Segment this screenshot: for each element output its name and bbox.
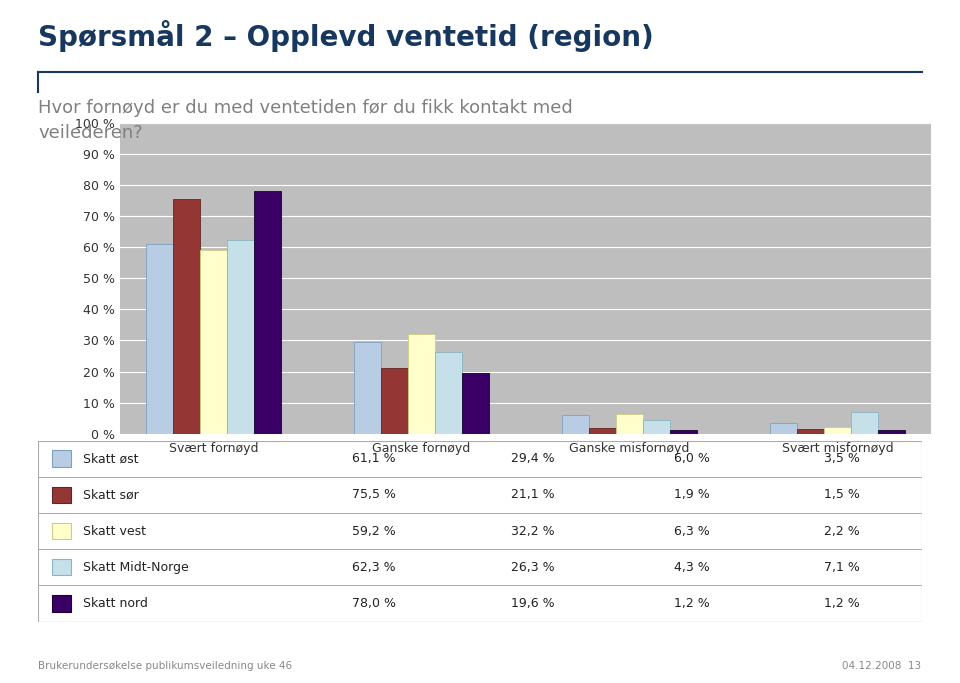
Text: Spørsmål 2 – Opplevd ventetid (region): Spørsmål 2 – Opplevd ventetid (region) xyxy=(38,20,654,53)
Text: 04.12.2008  13: 04.12.2008 13 xyxy=(843,660,922,671)
Text: Skatt sør: Skatt sør xyxy=(83,488,138,501)
Bar xyxy=(381,368,408,434)
Bar xyxy=(878,430,905,434)
Text: 1,2 %: 1,2 % xyxy=(674,597,709,610)
Bar xyxy=(824,427,852,434)
Text: 62,3 %: 62,3 % xyxy=(352,561,396,574)
Text: 1,5 %: 1,5 % xyxy=(825,488,860,501)
Text: 75,5 %: 75,5 % xyxy=(352,488,396,501)
Bar xyxy=(670,430,697,434)
Bar xyxy=(435,352,462,434)
Bar xyxy=(52,487,71,503)
Text: 59,2 %: 59,2 % xyxy=(352,525,396,538)
Text: Skatt Midt-Norge: Skatt Midt-Norge xyxy=(83,561,188,574)
Bar xyxy=(589,428,616,434)
Bar xyxy=(52,559,71,575)
Bar xyxy=(52,596,71,611)
Text: 19,6 %: 19,6 % xyxy=(511,597,555,610)
Bar xyxy=(173,199,200,434)
Bar xyxy=(770,423,797,434)
Text: 32,2 %: 32,2 % xyxy=(511,525,555,538)
Bar xyxy=(852,412,878,434)
Bar xyxy=(462,373,490,434)
Bar xyxy=(643,420,670,434)
Text: Hvor fornøyd er du med ventetiden før du fikk kontakt med
veilederen?: Hvor fornøyd er du med ventetiden før du… xyxy=(38,99,573,142)
Text: 7,1 %: 7,1 % xyxy=(825,561,860,574)
Text: Skatt vest: Skatt vest xyxy=(83,525,146,538)
Text: 26,3 %: 26,3 % xyxy=(511,561,555,574)
Text: 6,3 %: 6,3 % xyxy=(674,525,709,538)
Text: 4,3 %: 4,3 % xyxy=(674,561,709,574)
Bar xyxy=(797,429,824,434)
Bar xyxy=(562,415,589,434)
Bar xyxy=(228,240,254,434)
Text: 6,0 %: 6,0 % xyxy=(674,452,709,465)
Text: 2,2 %: 2,2 % xyxy=(825,525,860,538)
Bar xyxy=(146,244,173,434)
Text: 78,0 %: 78,0 % xyxy=(352,597,396,610)
Text: 61,1 %: 61,1 % xyxy=(352,452,396,465)
Bar xyxy=(52,451,71,466)
Text: 1,9 %: 1,9 % xyxy=(674,488,709,501)
Bar xyxy=(254,191,281,434)
Text: 21,1 %: 21,1 % xyxy=(511,488,555,501)
Text: 29,4 %: 29,4 % xyxy=(511,452,555,465)
Text: 3,5 %: 3,5 % xyxy=(825,452,860,465)
Text: Skatt nord: Skatt nord xyxy=(83,597,148,610)
Bar xyxy=(354,342,381,434)
Bar xyxy=(52,523,71,539)
Text: Brukerundersøkelse publikumsveiledning uke 46: Brukerundersøkelse publikumsveiledning u… xyxy=(38,660,293,671)
Bar xyxy=(200,250,228,434)
Bar xyxy=(408,333,435,434)
Bar xyxy=(616,414,643,434)
Text: Skatt øst: Skatt øst xyxy=(83,452,138,465)
Text: 1,2 %: 1,2 % xyxy=(825,597,860,610)
